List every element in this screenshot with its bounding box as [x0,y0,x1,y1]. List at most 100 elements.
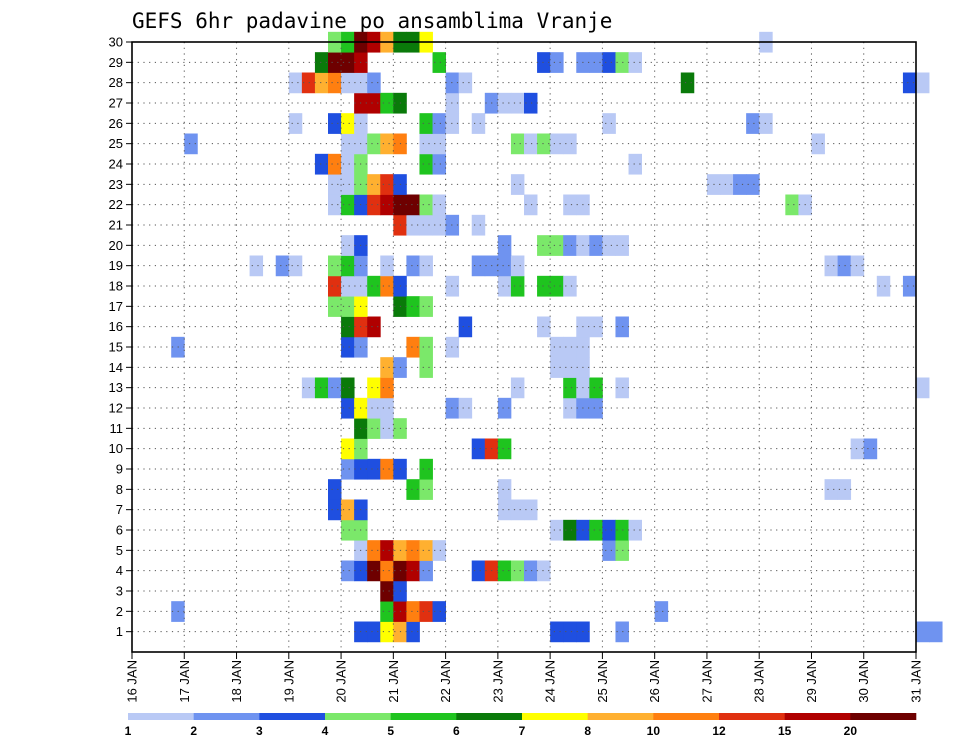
precip-cell [432,133,446,155]
y-tick-label: 3 [116,584,123,599]
precip-cell [328,255,342,277]
x-tick-label: 22 JAN [438,660,453,703]
precip-cell [628,519,642,541]
x-tick-label: 28 JAN [752,660,767,703]
precip-cell [341,153,355,175]
x-tick-label: 26 JAN [647,660,662,703]
precip-cell [589,235,603,256]
y-axis: 1234567891011121314151617181920212223242… [109,35,132,639]
precip-cell [432,52,446,73]
precip-cell [314,153,329,175]
precip-cell [419,296,433,317]
precip-cell [367,174,381,195]
x-tick-label: 29 JAN [804,660,819,703]
y-tick-label: 2 [116,604,123,619]
colorbar-label: 2 [190,724,197,738]
y-tick-label: 6 [116,523,123,538]
precip-cell [275,255,290,277]
precip-cell [328,174,342,195]
precip-cell [497,479,512,500]
precip-cell [510,92,525,114]
precip-cell [550,336,564,358]
precip-cell [419,560,433,582]
colorbar-swatch [193,713,260,720]
precip-cell [524,194,538,216]
precip-cell [380,377,394,399]
precip-cell [602,519,616,541]
precip-cell [367,418,381,439]
precip-cell [301,72,316,94]
precip-cell [341,52,355,73]
precip-cell [380,255,394,277]
precip-cell [563,357,577,378]
precip-cell [341,316,355,338]
precip-cell [471,560,486,582]
precip-cell [341,275,355,297]
precip-cell [602,52,616,73]
precip-cell [328,113,342,134]
x-tick-label: 30 JAN [856,660,871,703]
y-tick-label: 24 [109,157,123,172]
x-tick-label: 16 JAN [125,660,140,703]
precip-cell [550,357,564,378]
precip-cell [458,397,473,419]
precip-cell [510,255,525,277]
precip-cell [367,377,381,399]
y-tick-label: 4 [116,563,123,578]
precip-cell [419,336,433,358]
colorbar-label: 7 [519,724,526,738]
precip-cell [537,275,551,297]
precip-cell [367,560,381,582]
precip-cell [537,316,551,338]
precip-cell [563,397,577,419]
colorbar-swatch [325,713,391,720]
precip-cell [563,275,577,297]
precip-cell [563,133,577,155]
colorbar-label: 1 [125,724,132,738]
precip-cell [288,113,303,134]
y-tick-label: 14 [109,360,123,375]
precip-cell [563,235,577,256]
precip-cell [406,255,420,277]
precip-cell [341,255,355,277]
colorbar-swatch [653,713,720,720]
x-tick-label: 27 JAN [699,660,714,703]
precip-cell [602,113,616,134]
precip-cell [341,336,355,358]
precip-cell [367,194,381,216]
colorbar-swatch [719,713,785,720]
precip-cell [497,499,512,521]
precip-cell [654,601,669,622]
precip-cell [471,113,486,134]
precip-cell [367,275,381,297]
precip-cell [432,153,446,175]
precip-cell [471,214,486,236]
y-tick-label: 11 [110,421,124,436]
precip-cell [380,357,394,378]
precip-cell [902,275,917,297]
precip-cell [432,113,446,134]
precip-cell [746,113,760,134]
precip-cell [497,92,512,114]
precip-cell [458,72,473,94]
y-tick-label: 29 [109,55,123,70]
precip-cell [419,255,433,277]
precip-cell [314,377,329,399]
precip-cell [328,275,342,297]
precip-cell [341,560,355,582]
precip-cell [367,92,381,114]
precip-cell [589,519,603,541]
y-tick-label: 8 [116,482,123,497]
precip-cell [510,560,525,582]
colorbar-label: 20 [844,724,858,738]
colorbar-swatch [390,713,457,720]
y-tick-label: 17 [109,299,123,314]
precip-cell [406,540,420,561]
precip-cell [432,214,446,236]
precip-cell [471,438,486,460]
precip-cell [524,560,538,582]
precip-cell [811,133,825,155]
colorbar-swatch [522,713,588,720]
precip-cell [550,519,564,541]
precip-cell [863,438,878,460]
